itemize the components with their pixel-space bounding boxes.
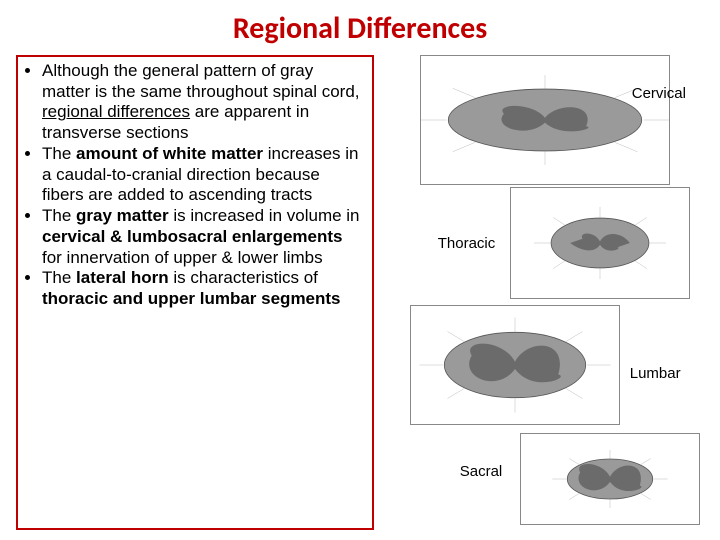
bullet-1: Although the general pattern of gray mat… bbox=[42, 61, 366, 144]
bullet-4: The lateral horn is characteristics of t… bbox=[42, 268, 366, 309]
panel-thoracic bbox=[510, 187, 690, 299]
bullet-list: Although the general pattern of gray mat… bbox=[24, 61, 366, 310]
text-column: Although the general pattern of gray mat… bbox=[16, 55, 374, 530]
panel-sacral bbox=[520, 433, 700, 525]
label-sacral: Sacral bbox=[460, 463, 503, 480]
bullet-3: The gray matter is increased in volume i… bbox=[42, 206, 366, 268]
panel-lumbar bbox=[410, 305, 620, 425]
slide-container: Regional Differences Although the genera… bbox=[0, 0, 720, 540]
label-cervical: Cervical bbox=[632, 85, 686, 102]
panel-cervical bbox=[420, 55, 670, 185]
label-thoracic: Thoracic bbox=[438, 235, 496, 252]
content-row: Although the general pattern of gray mat… bbox=[16, 55, 704, 530]
label-lumbar: Lumbar bbox=[630, 365, 681, 382]
bullet-2: The amount of white matter increases in … bbox=[42, 144, 366, 206]
slide-title: Regional Differences bbox=[16, 10, 704, 47]
figure-column: Cervical Thoracic Lumbar Sacral bbox=[380, 55, 704, 530]
